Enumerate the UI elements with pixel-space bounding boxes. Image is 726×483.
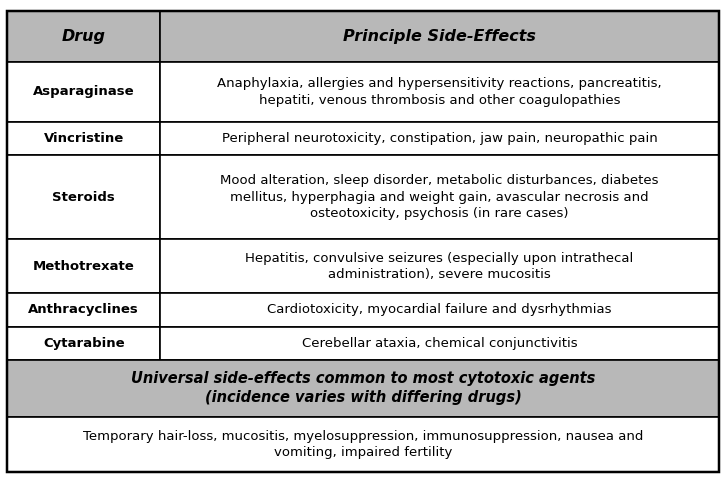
Bar bbox=[7, 155, 160, 239]
Bar bbox=[7, 122, 160, 155]
Bar bbox=[7, 11, 160, 62]
Text: Peripheral neurotoxicity, constipation, jaw pain, neuropathic pain: Peripheral neurotoxicity, constipation, … bbox=[221, 132, 657, 145]
Text: Anthracyclines: Anthracyclines bbox=[28, 303, 139, 316]
Text: Cerebellar ataxia, chemical conjunctivitis: Cerebellar ataxia, chemical conjunctivit… bbox=[302, 337, 577, 350]
Text: Vincristine: Vincristine bbox=[44, 132, 124, 145]
Bar bbox=[7, 293, 160, 327]
Text: Mood alteration, sleep disorder, metabolic disturbances, diabetes
mellitus, hype: Mood alteration, sleep disorder, metabol… bbox=[220, 174, 658, 220]
Text: Principle Side-Effects: Principle Side-Effects bbox=[343, 28, 536, 43]
Bar bbox=[7, 327, 160, 360]
Text: Cytarabine: Cytarabine bbox=[43, 337, 125, 350]
Bar bbox=[7, 360, 719, 417]
Bar bbox=[7, 62, 160, 122]
Bar bbox=[160, 155, 719, 239]
Text: Hepatitis, convulsive seizures (especially upon intrathecal
administration), sev: Hepatitis, convulsive seizures (especial… bbox=[245, 252, 634, 281]
Bar bbox=[160, 11, 719, 62]
Text: Anaphylaxia, allergies and hypersensitivity reactions, pancreatitis,
hepatiti, v: Anaphylaxia, allergies and hypersensitiv… bbox=[217, 77, 662, 107]
Bar bbox=[160, 239, 719, 293]
Bar bbox=[7, 239, 160, 293]
Text: Drug: Drug bbox=[62, 28, 106, 43]
Bar bbox=[7, 417, 719, 472]
Bar bbox=[160, 122, 719, 155]
Bar bbox=[160, 62, 719, 122]
Text: Steroids: Steroids bbox=[52, 191, 115, 204]
Text: Universal side-effects common to most cytotoxic agents
(incidence varies with di: Universal side-effects common to most cy… bbox=[131, 371, 595, 405]
Text: Temporary hair-loss, mucositis, myelosuppression, immunosuppression, nausea and
: Temporary hair-loss, mucositis, myelosup… bbox=[83, 430, 643, 459]
Text: Asparaginase: Asparaginase bbox=[33, 85, 134, 98]
Bar bbox=[160, 293, 719, 327]
Text: Methotrexate: Methotrexate bbox=[33, 260, 134, 273]
Bar bbox=[160, 327, 719, 360]
Text: Cardiotoxicity, myocardial failure and dysrhythmias: Cardiotoxicity, myocardial failure and d… bbox=[267, 303, 612, 316]
